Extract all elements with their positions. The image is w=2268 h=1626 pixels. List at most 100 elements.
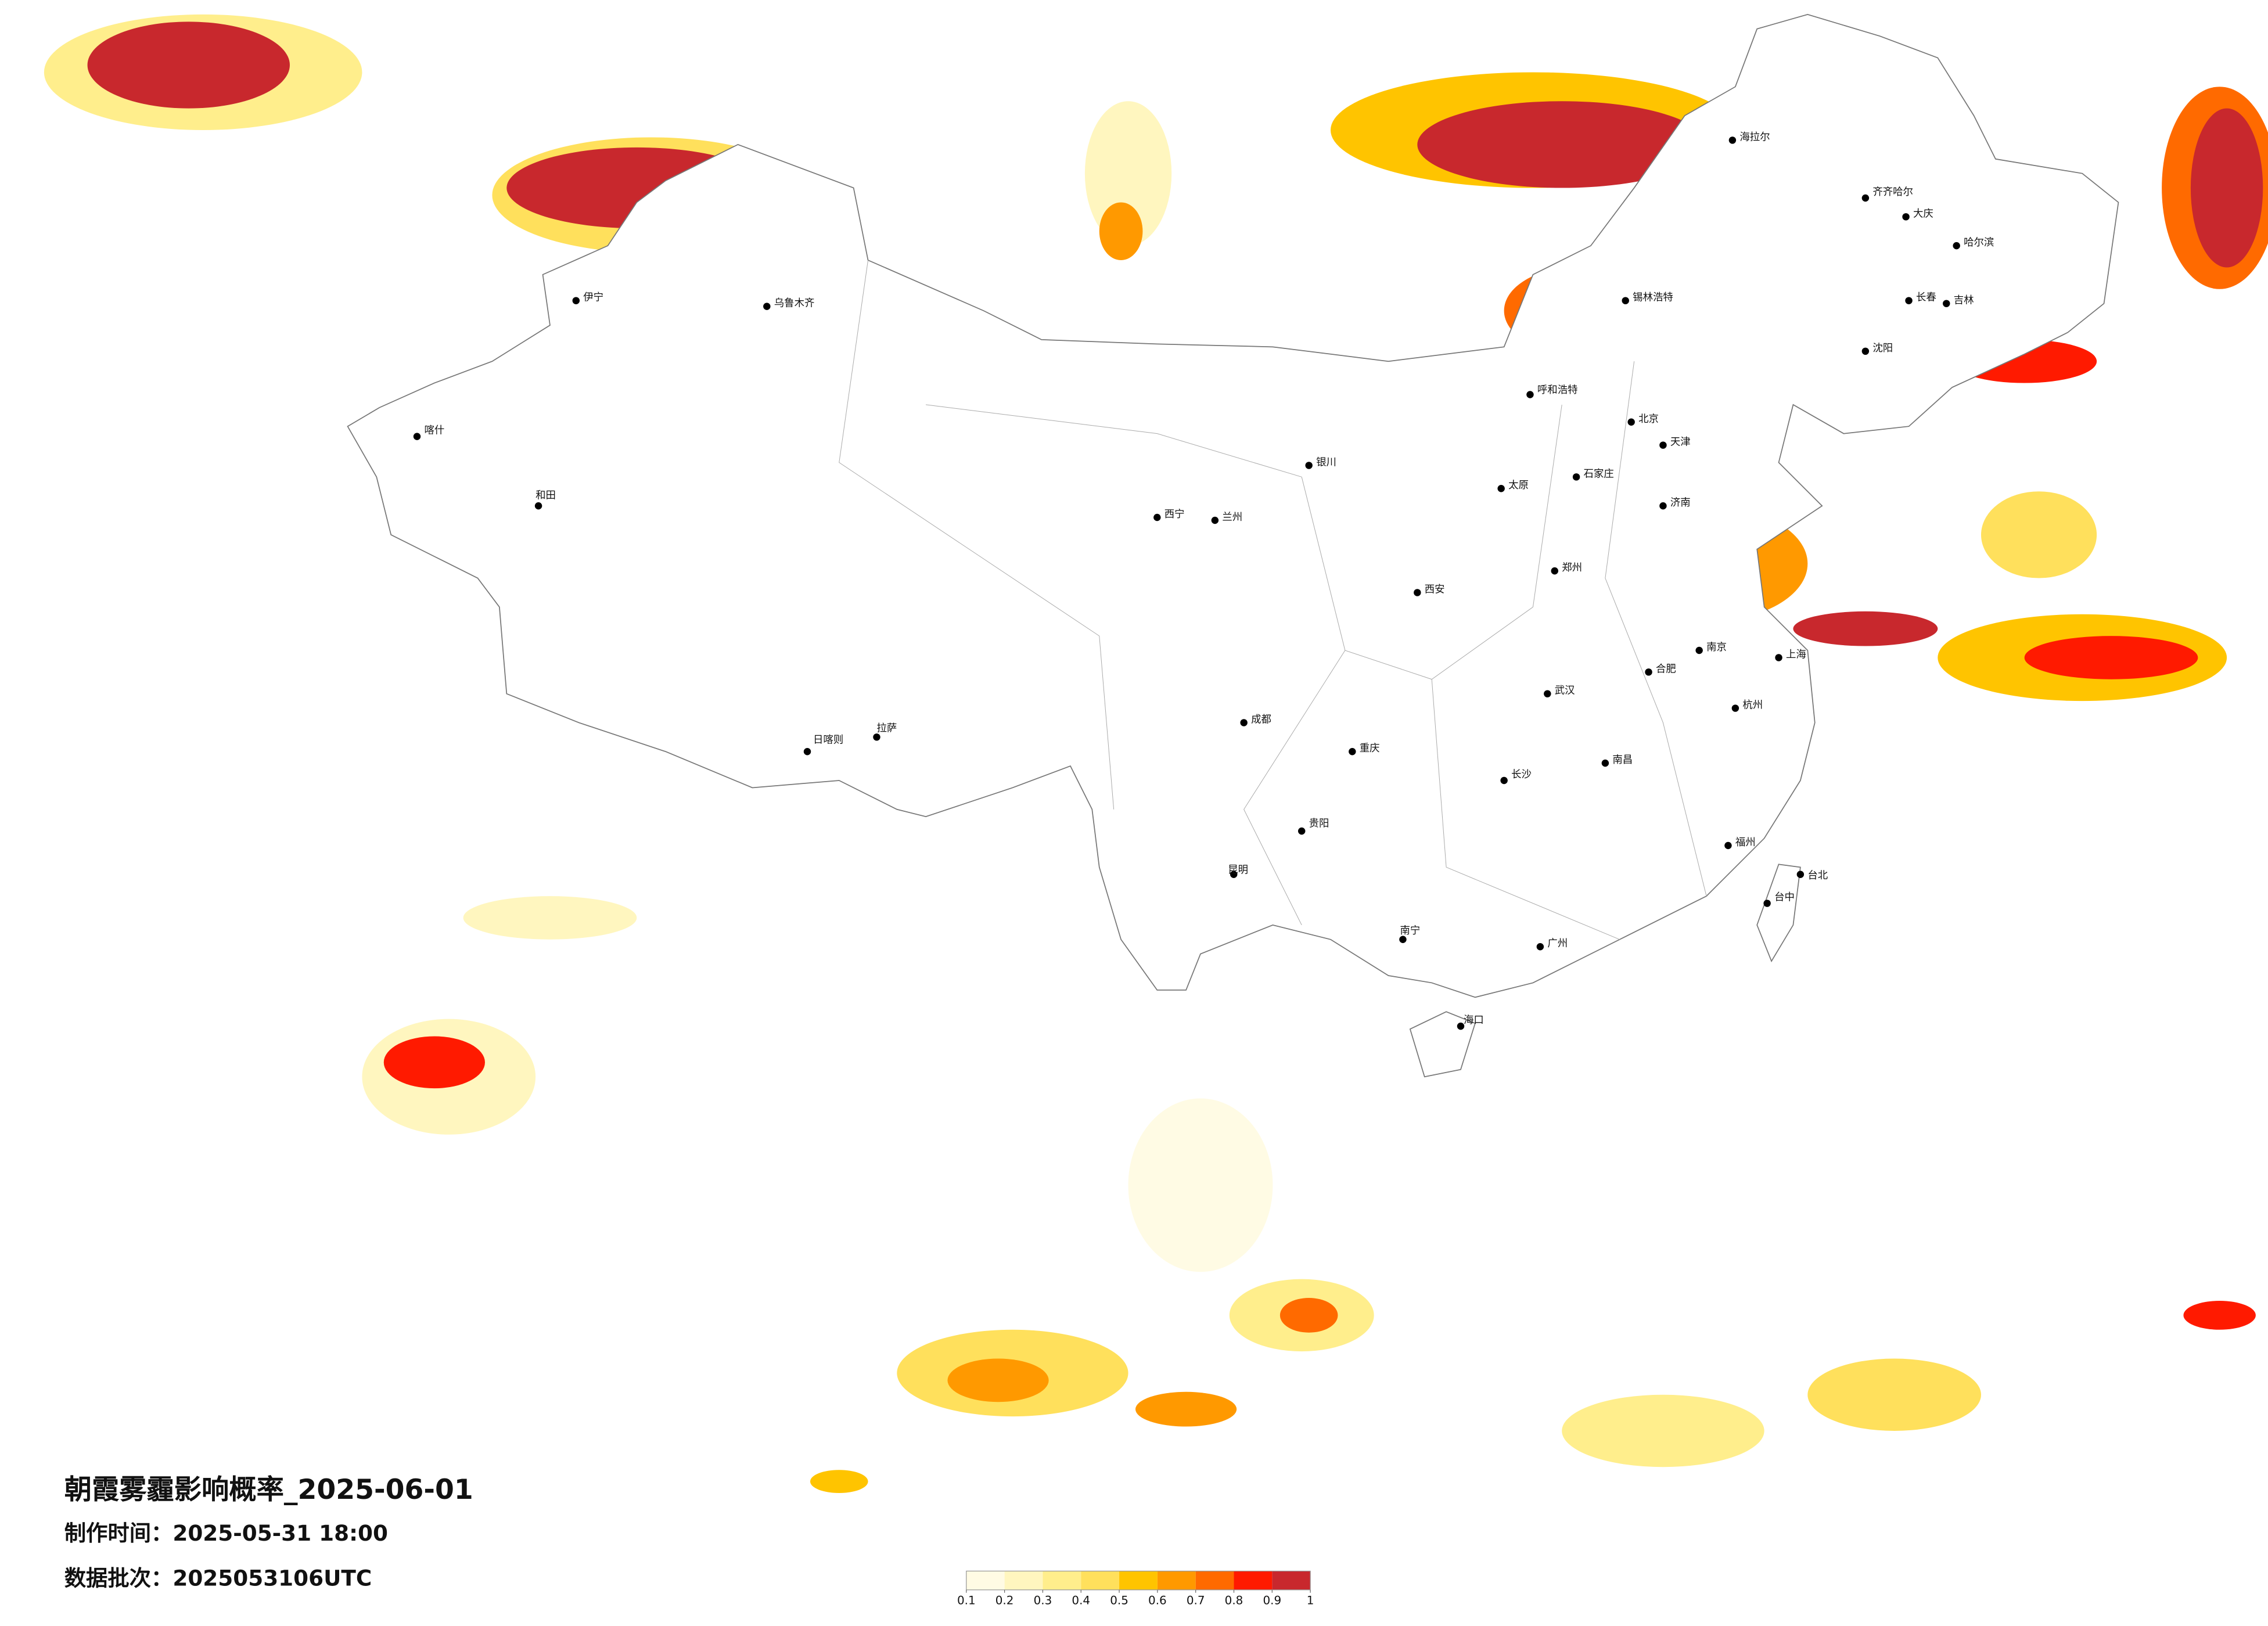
city-label: 齐齐哈尔	[1872, 186, 1913, 198]
city-dot	[1902, 213, 1910, 221]
city-dot	[1659, 441, 1667, 449]
colorbar-swatch	[1272, 1571, 1311, 1590]
city-dot	[1728, 136, 1737, 144]
colorbar-tick-label: 0.9	[1263, 1594, 1281, 1607]
city-dot	[1305, 462, 1313, 469]
city-label: 海口	[1464, 1015, 1484, 1026]
colorbar-tick-label: 0.8	[1225, 1594, 1243, 1607]
colorbar-frame	[966, 1570, 1311, 1591]
colorbar-swatch	[1043, 1571, 1081, 1590]
city-dot	[1659, 502, 1667, 510]
batch: 数据批次：2025053106UTC	[64, 1565, 372, 1591]
city-dot	[1399, 936, 1407, 943]
city-label: 乌鲁木齐	[774, 298, 815, 310]
colorbar-swatch	[1119, 1571, 1158, 1590]
city-label: 西宁	[1164, 509, 1185, 520]
city-dot	[1943, 300, 1950, 307]
city-label: 呼和浩特	[1537, 384, 1578, 396]
city-dot	[1645, 668, 1652, 676]
city-label: 南京	[1706, 642, 1727, 653]
city-dot	[1414, 589, 1421, 596]
colorbar-swatch	[1081, 1571, 1120, 1590]
city-dot	[1240, 719, 1248, 726]
city-dot	[1230, 870, 1238, 878]
city-dot	[1536, 943, 1544, 951]
city-label: 太原	[1508, 480, 1529, 491]
city-label: 台北	[1807, 870, 1828, 882]
city-dot	[803, 748, 811, 756]
city-dot	[534, 502, 542, 510]
china-outline	[347, 13, 2119, 998]
city-dot	[1763, 900, 1771, 907]
city-label: 哈尔滨	[1964, 237, 1994, 249]
city-dot	[1497, 485, 1505, 492]
city-label: 南昌	[1612, 754, 1633, 766]
cities: 海拉尔 齐齐哈尔 大庆 哈尔滨 长春 吉林 沈阳 呼和浩特 锡林浩特 北京 天津…	[413, 131, 1994, 1030]
made-time: 制作时间：2025-05-31 18:00	[64, 1520, 388, 1546]
city-label: 昆明	[1228, 864, 1248, 876]
city-label: 武汉	[1555, 685, 1575, 697]
city-dot	[1953, 242, 1960, 250]
city-label: 杭州	[1742, 700, 1763, 711]
city-dot	[873, 733, 880, 741]
city-dot	[1349, 748, 1356, 756]
city-label: 吉林	[1954, 295, 1974, 307]
city-label: 广州	[1547, 938, 1568, 949]
city-label: 郑州	[1562, 562, 1582, 574]
city-dot	[1775, 654, 1782, 661]
colorbar-tick-label: 0.1	[957, 1594, 976, 1607]
colorbar-swatch	[1234, 1571, 1273, 1590]
city-label: 贵阳	[1309, 818, 1329, 830]
province-lines	[839, 260, 1707, 940]
city-dot	[1622, 297, 1629, 304]
city-label: 合肥	[1656, 663, 1676, 675]
colorbar: 0.1 0.2 0.3 0.4 0.5 0.6 0.7 0.8 0.9 1	[957, 1570, 1314, 1607]
city-dot	[1724, 841, 1732, 850]
city-dot	[1526, 391, 1534, 398]
city-label: 南宁	[1400, 925, 1420, 937]
city-label: 银川	[1316, 456, 1336, 468]
colorbar-tick-label: 0.2	[995, 1594, 1014, 1607]
country-border	[347, 13, 2119, 1078]
city-label: 锡林浩特	[1633, 292, 1673, 304]
city-label: 长沙	[1511, 769, 1532, 780]
city-dot	[1861, 194, 1870, 202]
colorbar-tick-label: 0.3	[1034, 1594, 1052, 1607]
city-label: 西安	[1425, 584, 1445, 595]
city-label: 成都	[1251, 714, 1271, 725]
city-dot	[1695, 646, 1703, 654]
city-label: 济南	[1670, 497, 1691, 509]
city-dot	[1861, 347, 1870, 355]
colorbar-swatch	[966, 1571, 1005, 1590]
city-dot	[1572, 473, 1580, 481]
city-label: 上海	[1786, 649, 1806, 660]
city-label: 石家庄	[1584, 468, 1614, 480]
city-label: 喀什	[424, 425, 444, 437]
city-label: 伊宁	[583, 292, 603, 304]
map-title: 朝霞雾霾影响概率_2025-06-01	[64, 1474, 473, 1506]
city-dot	[763, 303, 771, 310]
colorbar-swatch	[1195, 1571, 1234, 1590]
colorbar-tick-label: 1	[1307, 1594, 1314, 1607]
city-label: 长春	[1916, 292, 1936, 304]
city-label: 福州	[1735, 837, 1756, 848]
city-label: 大庆	[1913, 208, 1933, 220]
city-label: 台中	[1774, 892, 1795, 904]
city-dot	[1544, 690, 1551, 697]
city-dot	[1731, 704, 1739, 712]
colorbar-tick-label: 0.6	[1148, 1594, 1167, 1607]
city-label: 海拉尔	[1739, 131, 1770, 143]
colorbar-tick-label: 0.5	[1110, 1594, 1128, 1607]
colorbar-tick-label: 0.7	[1187, 1594, 1205, 1607]
city-label: 兰州	[1222, 512, 1242, 523]
city-dot	[1601, 759, 1609, 767]
city-dot	[1457, 1022, 1465, 1030]
colorbar-tick-label: 0.4	[1072, 1594, 1090, 1607]
city-dot	[1211, 516, 1219, 524]
city-dot	[1796, 870, 1805, 878]
colorbar-swatch	[1157, 1571, 1196, 1590]
city-dot	[1551, 567, 1558, 575]
city-label: 天津	[1670, 437, 1691, 448]
